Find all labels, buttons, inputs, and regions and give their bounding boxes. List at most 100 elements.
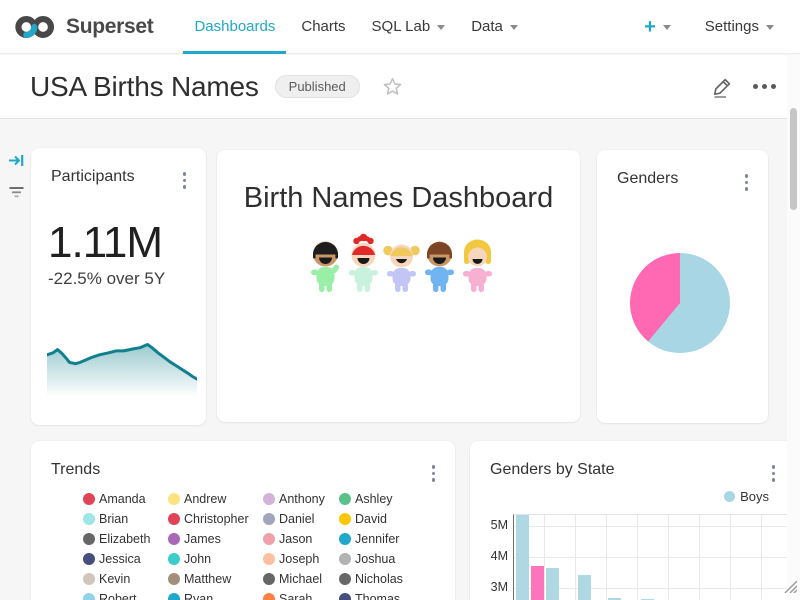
legend-item-andrew[interactable]: Andrew	[168, 489, 263, 509]
legend-dot	[83, 513, 95, 525]
expand-filter-bar-button[interactable]	[6, 150, 27, 171]
top-navbar: Superset Dashboards Charts SQL Lab Data + S…	[0, 0, 800, 54]
bar-boys[interactable]	[578, 575, 591, 600]
chart-menu-button[interactable]	[426, 461, 442, 486]
nav-item-charts[interactable]: Charts	[288, 0, 358, 54]
bar-boys[interactable]	[516, 515, 529, 600]
big-number-subheader: -22.5% over 5Y	[48, 268, 166, 288]
legend-item-ashley[interactable]: Ashley	[339, 489, 423, 509]
page-scrollbar	[787, 55, 800, 600]
legend-item-daniel[interactable]: Daniel	[263, 509, 339, 529]
legend-label: Daniel	[279, 512, 315, 526]
legend-dot	[263, 493, 275, 505]
nav-item-dashboards[interactable]: Dashboards	[181, 0, 288, 54]
legend-dot	[168, 573, 180, 585]
genders-by-state-bar-chart[interactable]: 5M 4M 3M	[491, 514, 792, 600]
legend-item-ryan[interactable]: Ryan	[168, 589, 263, 600]
legend-label: David	[355, 512, 387, 526]
participants-trend-chart	[47, 343, 197, 397]
new-item-button[interactable]: +	[638, 13, 677, 41]
star-icon	[383, 77, 402, 95]
legend-label: Amanda	[99, 492, 146, 506]
legend-item-jason[interactable]: Jason	[263, 529, 339, 549]
expand-filter-bar-icon	[8, 155, 23, 166]
legend-item-jennifer[interactable]: Jennifer	[339, 529, 423, 549]
legend-dot	[168, 533, 180, 545]
legend-label: Brian	[99, 512, 129, 526]
legend-dot	[724, 491, 736, 502]
chart-title: Trends	[51, 461, 101, 478]
legend-item-amanda[interactable]: Amanda	[83, 489, 168, 509]
chart-menu-button[interactable]	[739, 170, 755, 195]
legend-item-nicholas[interactable]: Nicholas	[339, 569, 423, 589]
chevron-down-icon	[662, 25, 671, 30]
nav-item-sql-lab[interactable]: SQL Lab	[359, 0, 459, 54]
plus-icon: +	[644, 15, 656, 38]
legend-dot	[83, 573, 95, 585]
chevron-down-icon	[437, 25, 446, 30]
legend-item-sarah[interactable]: Sarah	[263, 589, 339, 600]
legend-item-jessica[interactable]: Jessica	[83, 549, 168, 569]
legend-item-matthew[interactable]: Matthew	[168, 569, 263, 589]
edit-dashboard-button[interactable]	[711, 75, 735, 99]
legend-dot	[168, 513, 180, 525]
legend-label: Ashley	[355, 492, 393, 506]
bar-girls[interactable]	[531, 566, 544, 600]
resize-grip-icon	[784, 580, 798, 594]
legend-label: Nicholas	[355, 572, 403, 586]
favorite-star-button[interactable]	[382, 76, 403, 97]
legend-item-robert[interactable]: Robert	[83, 589, 168, 600]
legend-item-christopher[interactable]: Christopher	[168, 509, 263, 529]
gridline	[514, 526, 792, 527]
nav-item-data[interactable]: Data	[458, 0, 531, 54]
bar-boys[interactable]	[608, 598, 621, 600]
nav-item-label: Charts	[301, 18, 346, 35]
scrollbar-thumb[interactable]	[790, 108, 797, 210]
bar-boys[interactable]	[546, 568, 559, 600]
legend-item-joseph[interactable]: Joseph	[263, 549, 339, 569]
dashboard-header: USA Births Names Published	[0, 55, 800, 119]
legend-dot	[263, 593, 275, 600]
legend-item-john[interactable]: John	[168, 549, 263, 569]
chart-menu-button[interactable]	[766, 461, 782, 486]
card-resize-handle[interactable]	[783, 579, 798, 598]
legend-item-joshua[interactable]: Joshua	[339, 549, 423, 569]
legend-dot	[168, 493, 180, 505]
legend-label: Kevin	[99, 572, 131, 586]
gridline	[514, 557, 792, 558]
more-actions-button[interactable]	[751, 78, 778, 95]
genders-card: Genders	[597, 150, 768, 423]
published-badge[interactable]: Published	[274, 75, 360, 98]
legend-item-kevin[interactable]: Kevin	[83, 569, 168, 589]
legend-label: Boys	[740, 489, 769, 504]
legend-label: Elizabeth	[99, 532, 151, 546]
filter-button[interactable]	[6, 183, 27, 202]
legend-item-elizabeth[interactable]: Elizabeth	[83, 529, 168, 549]
legend-dot	[339, 553, 351, 565]
big-number-value: 1.11M	[48, 217, 163, 267]
legend-label: Jason	[279, 532, 313, 546]
participants-card: Participants 1.11M -22.5% over 5Y	[31, 148, 206, 425]
legend-item-michael[interactable]: Michael	[263, 569, 339, 589]
legend-item-anthony[interactable]: Anthony	[263, 489, 339, 509]
gridline	[514, 588, 792, 589]
legend-label: Jessica	[99, 552, 141, 566]
legend-item-boys[interactable]: Boys	[724, 489, 769, 504]
legend-item-thomas[interactable]: Thomas	[339, 589, 423, 600]
legend-item-james[interactable]: James	[168, 529, 263, 549]
chart-menu-button[interactable]	[177, 168, 193, 193]
legend-dot	[339, 513, 351, 525]
legend-item-david[interactable]: David	[339, 509, 423, 529]
chart-title: Genders by State	[490, 461, 615, 478]
superset-logo[interactable]: Superset	[14, 12, 154, 42]
collapsed-filter-bar	[0, 150, 32, 202]
legend-dot	[168, 553, 180, 565]
settings-menu[interactable]: Settings	[699, 14, 780, 39]
legend-label: Michael	[279, 572, 323, 586]
legend-item-brian[interactable]: Brian	[83, 509, 168, 529]
genders-pie-chart[interactable]	[630, 253, 730, 353]
nav-item-label: Dashboards	[194, 18, 276, 35]
header-actions	[711, 75, 778, 99]
settings-label: Settings	[704, 18, 759, 35]
markdown-header-card: Birth Names Dashboard	[217, 150, 580, 422]
